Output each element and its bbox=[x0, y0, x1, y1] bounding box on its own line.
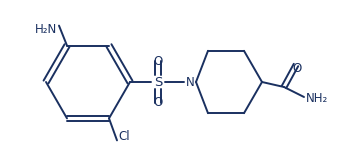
Text: O: O bbox=[153, 96, 163, 109]
Text: H₂N: H₂N bbox=[35, 23, 57, 36]
Text: Cl: Cl bbox=[118, 130, 130, 143]
Text: O: O bbox=[292, 62, 302, 75]
Text: N: N bbox=[185, 76, 194, 89]
Text: NH₂: NH₂ bbox=[306, 92, 328, 105]
Text: O: O bbox=[153, 55, 163, 68]
Text: S: S bbox=[154, 76, 162, 89]
